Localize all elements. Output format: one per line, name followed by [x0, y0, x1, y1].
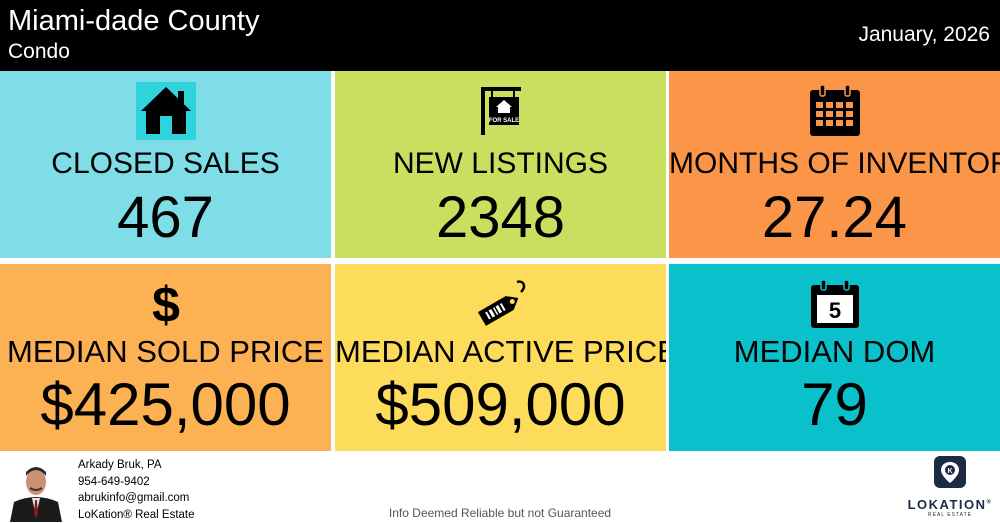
median-dom-label: MEDIAN DOM — [733, 334, 936, 369]
agent-email: abrukinfo@gmail.com — [78, 492, 190, 504]
agent-brokerage: LoKation® Real Estate — [78, 508, 195, 521]
agent-phone: 954-649-9402 — [78, 475, 150, 488]
report-footer: Arkady Bruk, PA 954-649-9402 abrukinfo@g… — [0, 454, 1000, 523]
median-dom-value: 79 — [801, 371, 868, 438]
report-date: January, 2026 — [858, 23, 990, 46]
median-active-price-label: MEDIAN ACTIVE PRICE — [335, 334, 666, 369]
stats-grid: CLOSED SALES 467 FOR SALE NEW LISTINGS 2… — [0, 71, 1000, 454]
closed-sales-label: CLOSED SALES — [51, 147, 280, 180]
disclaimer: Info Deemed Reliable but not Guaranteed — [388, 506, 612, 520]
logo-subtitle: REAL ESTATE — [928, 512, 972, 518]
location-pin-icon: K — [934, 456, 966, 488]
months-of-inventory-value: 27.24 — [761, 185, 908, 250]
new-listings-value: 2348 — [435, 185, 566, 250]
median-sold-price-label: MEDIAN SOLD PRICE — [7, 334, 324, 369]
agent-contact: Arkady Bruk, PA 954-649-9402 abrukinfo@g… — [78, 457, 195, 523]
calendar-day-icon: 5 — [810, 279, 859, 328]
tile-new-listings: FOR SALE NEW LISTINGS 2348 — [335, 71, 666, 258]
svg-text:5: 5 — [828, 298, 840, 323]
tile-median-active-price: MEDIAN ACTIVE PRICE $509,000 — [335, 264, 666, 451]
tile-closed-sales: CLOSED SALES 467 — [0, 71, 331, 258]
dollar-sign-icon: $ — [152, 278, 180, 330]
calendar-grid-icon — [809, 84, 860, 136]
tile-median-dom: 5 MEDIAN DOM 79 — [669, 264, 1000, 451]
svg-text:$: $ — [152, 278, 180, 330]
county-title: Miami-dade County — [8, 5, 260, 37]
logo-brand: LOKATION® — [907, 497, 993, 512]
property-type: Condo — [8, 40, 70, 63]
agent-photo — [6, 456, 66, 522]
tile-months-of-inventory: MONTHS OF INVENTORY 27.24 — [669, 71, 1000, 258]
median-sold-price-value: $425,000 — [40, 371, 291, 438]
closed-sales-value: 467 — [117, 185, 214, 250]
for-sale-sign-icon: FOR SALE — [480, 87, 521, 135]
house-icon — [135, 82, 196, 140]
lokation-logo: K LOKATION® REAL ESTATE — [904, 456, 996, 522]
report-header: Miami-dade County Condo January, 2026 — [0, 0, 1000, 71]
svg-text:K: K — [947, 468, 952, 475]
for-sale-text: FOR SALE — [488, 118, 518, 124]
tile-median-sold-price: $ MEDIAN SOLD PRICE $425,000 — [0, 264, 331, 451]
new-listings-label: NEW LISTINGS — [392, 147, 609, 180]
price-tag-icon — [477, 280, 525, 326]
median-active-price-value: $509,000 — [375, 371, 626, 438]
agent-name: Arkady Bruk, PA — [78, 459, 162, 471]
months-of-inventory-label: MONTHS OF INVENTORY — [669, 147, 1000, 180]
